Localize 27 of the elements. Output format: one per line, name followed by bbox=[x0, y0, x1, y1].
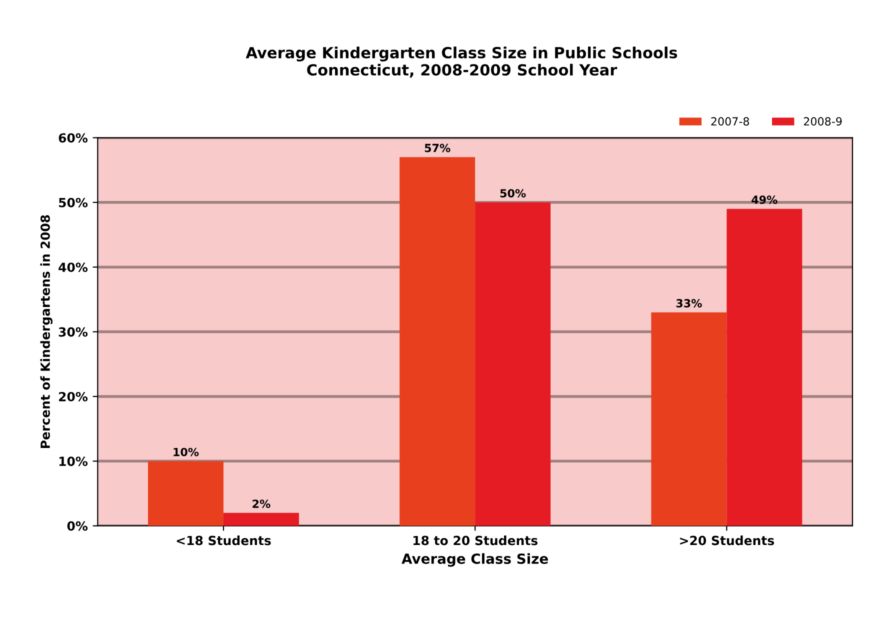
y-tick-label: 20% bbox=[59, 392, 88, 402]
x-tick-label: >20 Students bbox=[680, 536, 774, 546]
x-tick-label: 18 to 20 Students bbox=[413, 536, 538, 546]
y-axis-title: Percent of Kindergartens in 2008 bbox=[40, 215, 52, 448]
bar bbox=[475, 202, 551, 526]
bar bbox=[651, 312, 727, 526]
data-label: 49% bbox=[752, 196, 778, 204]
legend-label: 2008-9 bbox=[804, 117, 842, 126]
data-label: 50% bbox=[500, 189, 526, 198]
data-label: 33% bbox=[676, 299, 702, 308]
y-tick-label: 30% bbox=[58, 327, 88, 337]
bar bbox=[223, 512, 299, 526]
y-tick-label: 0% bbox=[67, 521, 88, 531]
y-tick-label: 60% bbox=[58, 133, 88, 143]
legend-label: 2007-8 bbox=[711, 117, 750, 126]
bar bbox=[400, 157, 476, 526]
y-tick-label: 50% bbox=[59, 198, 88, 208]
bar bbox=[148, 461, 224, 526]
chart-title: Average Kindergarten Class Size in Public Schools Connecticut, 2008-2009 School Year bbox=[246, 46, 678, 78]
x-tick-label: <18 Students bbox=[176, 536, 271, 546]
x-axis-title: Average Class Size bbox=[402, 553, 548, 567]
data-label: 2% bbox=[252, 500, 270, 508]
data-label: 57% bbox=[424, 144, 450, 152]
bar bbox=[726, 208, 802, 526]
y-tick-label: 40% bbox=[58, 262, 88, 272]
data-label: 10% bbox=[174, 448, 199, 456]
y-tick-label: 10% bbox=[59, 456, 88, 466]
